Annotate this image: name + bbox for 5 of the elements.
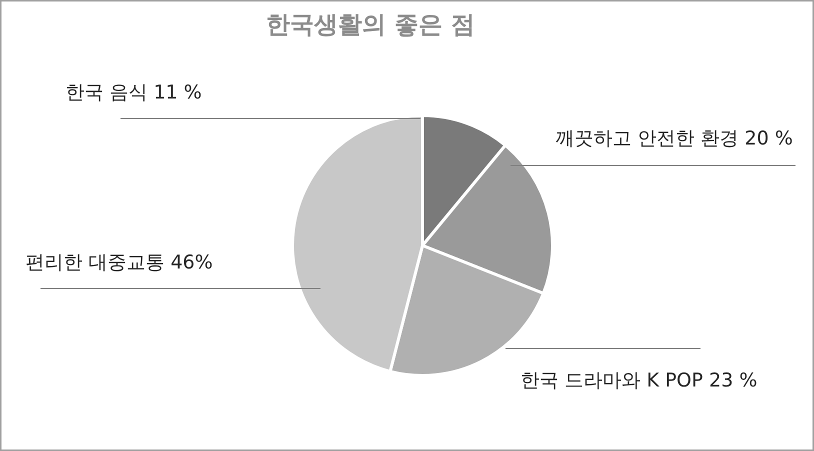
slice-label: 한국 드라마와 K POP 23 % [520, 370, 758, 392]
slice-label: 한국 음식 11 % [66, 82, 202, 104]
slice-label: 깨끗하고 안전한 환경 20 % [556, 128, 793, 150]
chart-title: 한국생활의 좋은 점 [266, 10, 475, 38]
slice-label: 편리한 대중교통 46% [26, 252, 213, 274]
